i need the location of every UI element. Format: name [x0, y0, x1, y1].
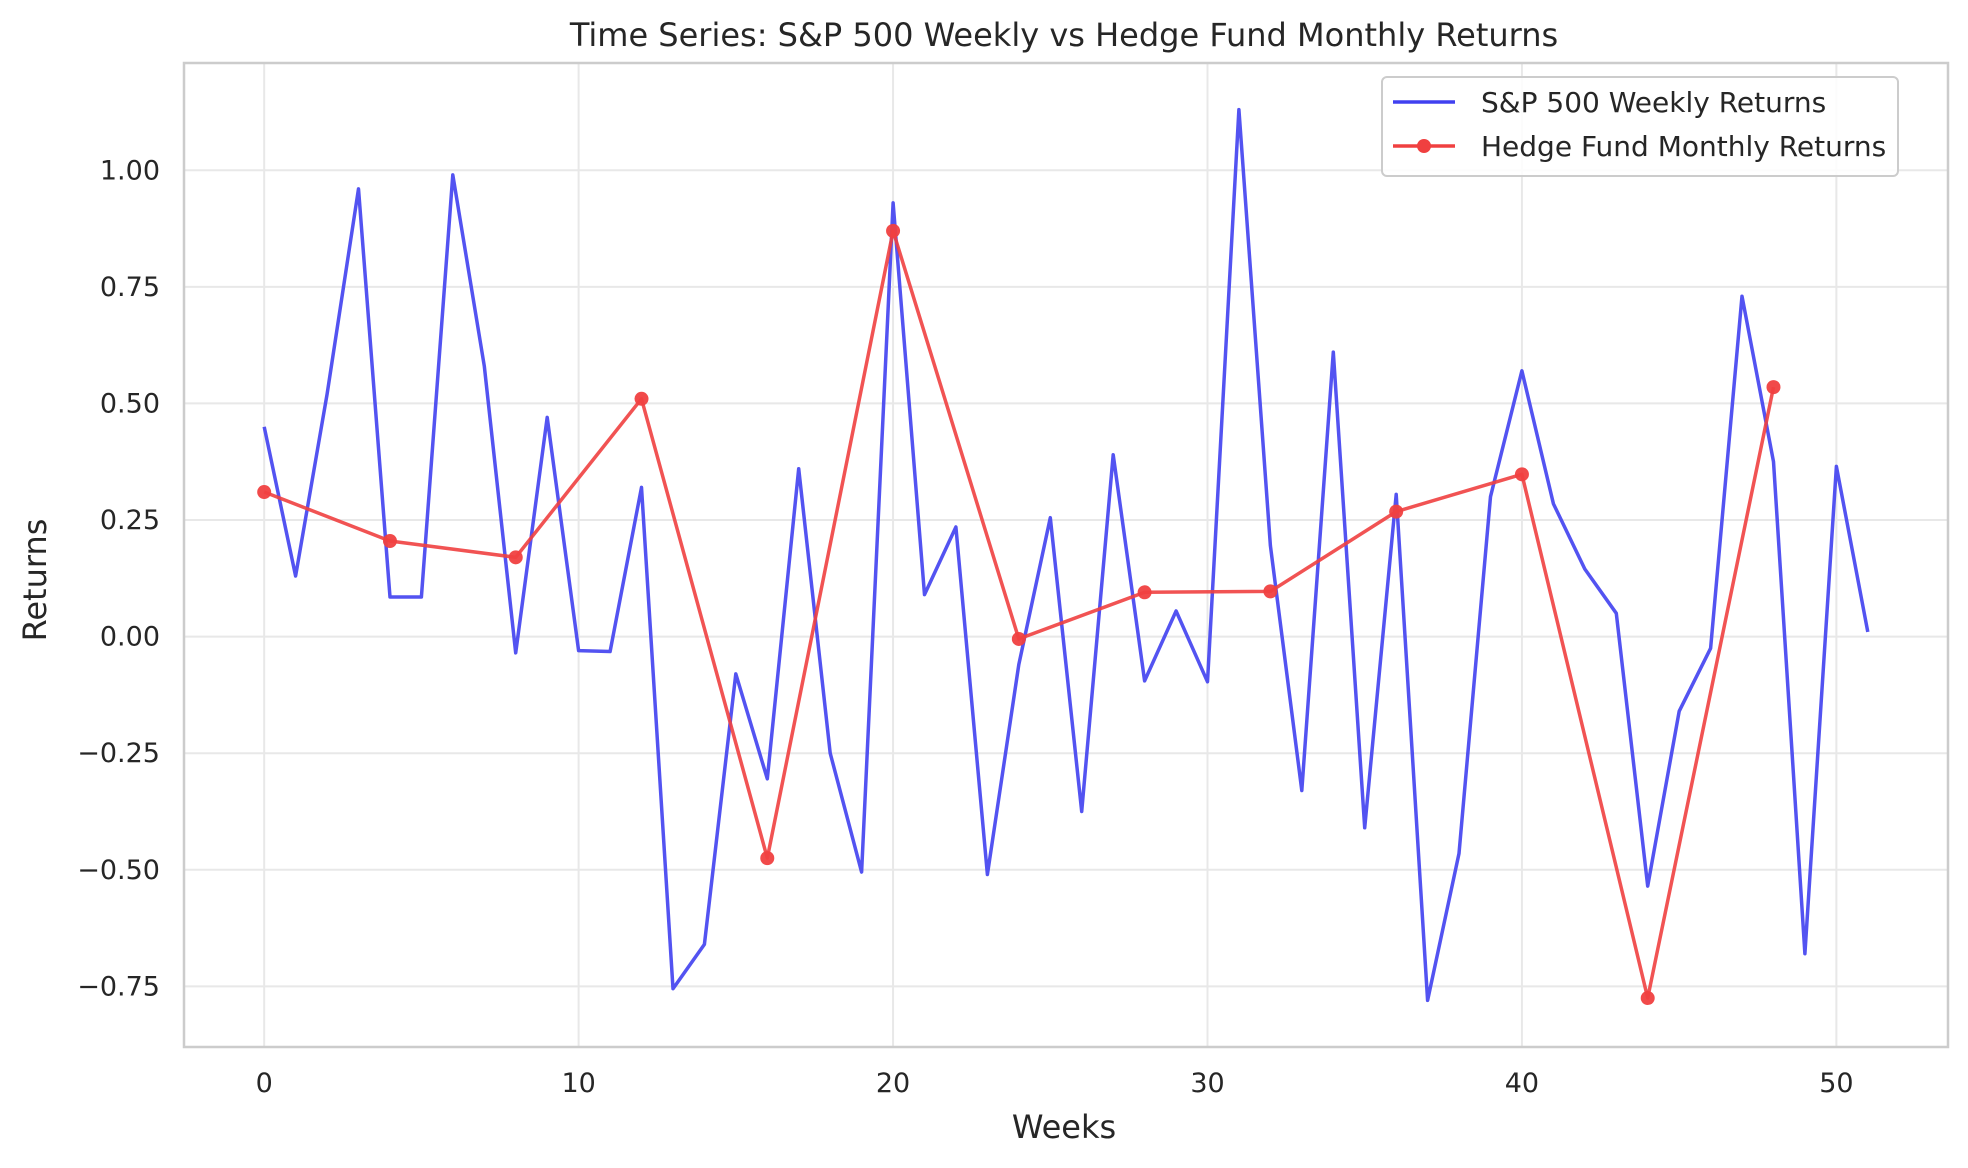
series-layer [257, 107, 1870, 1006]
tick-labels: 0 10 20 30 40 50 −0.75 −0.50 −0.25 0.00 0.25 0.50 0.… [77, 155, 1853, 1099]
y-axis-label: Returns [16, 519, 54, 642]
x-tick-label: 40 [1505, 1068, 1539, 1099]
data-point-hedge-fund [886, 223, 901, 238]
y-tick-label: 0.50 [100, 388, 160, 419]
y-tick-label: −0.25 [77, 738, 160, 769]
data-point-hedge-fund [382, 534, 397, 549]
chart-title: Time Series: S&P 500 Weekly vs Hedge Fun… [569, 16, 1558, 54]
data-point-hedge-fund [1514, 467, 1529, 482]
plot-area-frame [182, 61, 1950, 1049]
data-point-hedge-fund [1011, 631, 1026, 646]
data-point-hedge-fund [1766, 380, 1781, 395]
legend: S&P 500 Weekly Returns Hedge Fund Monthl… [1381, 76, 1899, 177]
y-tick-label: −0.50 [77, 855, 160, 886]
data-point-hedge-fund [760, 851, 775, 866]
y-tick-label: 0.75 [100, 272, 160, 303]
x-tick-label: 30 [1190, 1068, 1224, 1099]
data-point-hedge-fund [508, 550, 523, 565]
x-tick-label: 50 [1819, 1068, 1853, 1099]
data-point-hedge-fund [1389, 504, 1404, 519]
data-point-hedge-fund [257, 485, 272, 500]
y-tick-label: 1.00 [100, 155, 160, 186]
data-point-hedge-fund [1137, 585, 1152, 600]
x-tick-label: 20 [876, 1068, 910, 1099]
data-point-hedge-fund [1640, 991, 1655, 1006]
legend-marker-hedge-fund [1417, 139, 1431, 153]
legend-label-hedge-fund: Hedge Fund Monthly Returns [1481, 130, 1886, 163]
x-tick-label: 0 [256, 1068, 273, 1099]
y-tick-label: 0.25 [100, 505, 160, 536]
y-tick-label: 0.00 [100, 622, 160, 653]
data-point-hedge-fund [634, 391, 649, 406]
legend-box [1381, 76, 1899, 177]
x-axis-label: Weeks [1012, 1108, 1116, 1146]
data-point-hedge-fund [1263, 584, 1278, 599]
legend-label-sp500: S&P 500 Weekly Returns [1481, 86, 1826, 119]
y-tick-label: −0.75 [77, 971, 160, 1002]
x-tick-label: 10 [561, 1068, 595, 1099]
